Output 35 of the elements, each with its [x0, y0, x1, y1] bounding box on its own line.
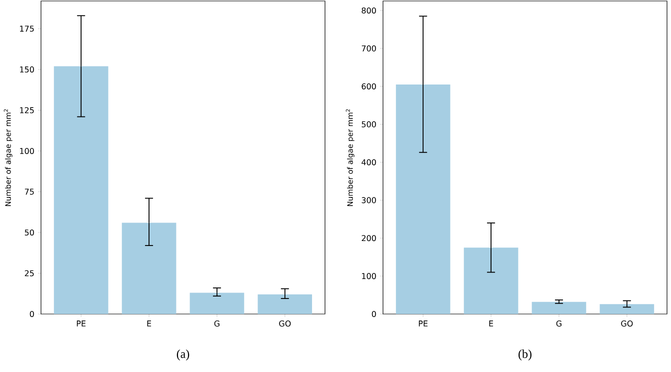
y-tick-label: 600	[362, 83, 376, 90]
x-tick-label: E	[489, 320, 494, 326]
y-tick-label: 0	[372, 310, 376, 318]
y-tick-label: 400	[362, 159, 376, 166]
y-tick-label: 175	[20, 26, 34, 32]
bar	[396, 84, 450, 314]
bar	[54, 66, 108, 314]
y-tick-label: 100	[362, 273, 376, 280]
y-tick-label: 100	[20, 148, 34, 154]
y-tick-label: 700	[362, 45, 376, 52]
y-tick-label: 75	[24, 188, 34, 195]
x-tick-label: GO	[279, 320, 291, 327]
x-tick-label: G	[214, 320, 220, 327]
y-tick-label: 125	[20, 107, 34, 114]
bar	[464, 248, 518, 314]
text: (b)	[518, 350, 532, 360]
y-tick-label: 25	[24, 270, 34, 276]
bar	[190, 292, 244, 314]
y-tick-label: 800	[362, 7, 376, 14]
y-tick-label: 50	[24, 229, 34, 236]
bar	[600, 304, 654, 314]
bar	[122, 222, 176, 314]
bar	[258, 294, 312, 314]
y-tick-label: 150	[20, 66, 34, 72]
bar	[532, 302, 586, 314]
x-tick-label: PE	[418, 320, 428, 326]
x-tick-label: G	[556, 320, 562, 327]
x-tick-label: E	[147, 320, 152, 326]
y-tick-label: 500	[362, 121, 376, 128]
y-tick-label: 200	[362, 235, 376, 242]
y-tick-label: 300	[362, 197, 376, 204]
y-tick-label: 0	[30, 310, 34, 318]
x-tick-label: GO	[621, 320, 633, 327]
x-tick-label: PE	[76, 320, 86, 326]
text: (a)	[176, 350, 190, 360]
